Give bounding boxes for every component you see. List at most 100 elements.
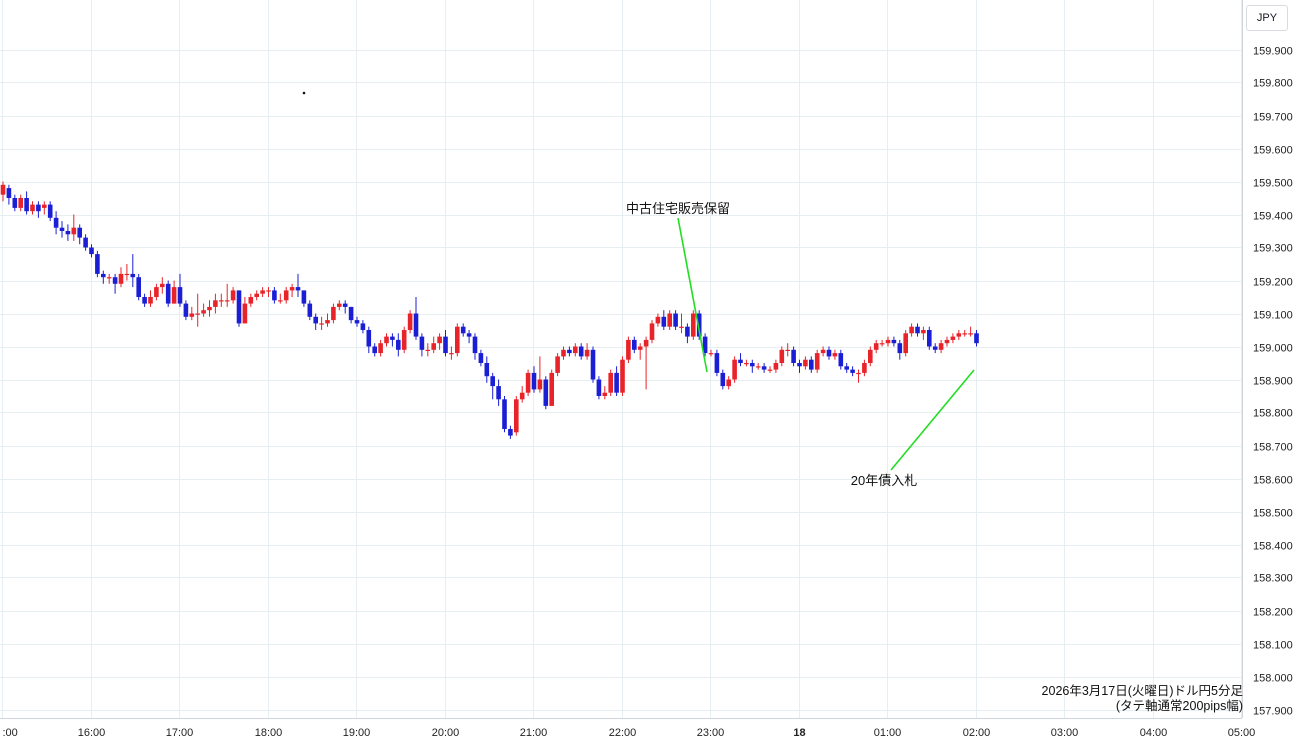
candle-body [974,333,979,344]
candle-body [236,290,242,324]
candle-body [927,330,932,347]
candle-body [620,359,625,393]
candle-body [289,287,295,291]
candle-body [578,346,584,357]
x-tick-label: 18 [793,727,805,739]
candle-body [685,326,690,337]
y-tick-label: 159.000 [1253,343,1293,355]
y-tick-label: 157.900 [1253,706,1293,718]
x-tick-label: 05:00 [1228,727,1256,739]
candle-body [968,333,973,335]
candle-body [337,303,342,307]
candle-body [177,287,183,304]
candle-body [856,372,861,375]
y-tick-label: 158.000 [1253,673,1293,685]
y-tick-label: 158.400 [1253,541,1293,553]
candle-body [207,306,212,311]
x-tick-label: 22:00 [609,727,637,739]
candle-body [354,320,360,324]
candle-body [496,386,501,400]
candle-body [455,326,460,354]
x-tick-label: 21:00 [520,727,548,739]
candle-body [18,198,23,208]
candle-body [785,349,790,351]
candle-body [325,320,330,324]
y-tick-label: 158.700 [1253,442,1293,454]
candle-body [71,227,77,235]
marker-dot [302,91,306,95]
candle-body [331,306,336,321]
candle-body [390,336,395,340]
candle-body [106,277,112,279]
currency-badge[interactable]: JPY [1246,5,1288,31]
candle-body [112,277,118,284]
candle-body [567,349,572,354]
y-tick-label: 158.800 [1253,408,1293,420]
candle-body [437,336,442,344]
candle-body [47,204,53,218]
candle-body [42,204,47,208]
candle-body [773,363,779,370]
caption-line-2: (タテ軸通常200pips幅) [1115,699,1243,713]
candle-body [378,343,383,354]
candle-body [384,336,389,344]
y-tick-label: 158.300 [1253,573,1293,585]
candle-body [431,343,436,350]
candle-body [909,326,914,334]
candle-body [484,363,490,377]
candle-body [555,356,560,373]
candle-body [602,392,608,396]
y-tick-label: 159.600 [1253,145,1293,157]
y-tick-label: 159.200 [1253,277,1293,289]
candle-body [820,349,826,354]
candle-body [596,379,602,396]
candle-body [396,339,401,350]
candle-body [278,300,283,302]
candle-body [561,349,566,357]
candle-body [514,399,519,433]
candle-body [136,277,141,297]
candle-body [797,363,802,367]
candle-body [272,290,277,301]
candle-body [726,379,731,387]
candle-body [466,333,472,337]
candle-body [219,300,224,302]
candle-body [407,313,413,330]
x-tick-label: 01:00 [874,727,902,739]
candle-body [508,429,513,436]
candle-body [101,273,106,278]
candle-body [584,349,590,357]
candle-body [301,290,307,304]
candle-body [702,336,708,354]
candle-body [744,363,749,365]
candle-body [732,359,737,380]
annotation-line-2 [890,369,975,471]
x-tick-label: 20:00 [432,727,460,739]
candle-body [850,369,855,373]
candle-body [956,333,962,337]
candle-body [502,399,507,429]
x-tick-label: 03:00 [1051,727,1079,739]
x-tick-label: 04:00 [1140,727,1168,739]
candle-body [413,313,419,337]
candle-body [124,273,130,276]
candle-body [189,313,195,317]
candle-body [77,227,82,238]
candle-body [673,313,678,327]
annotation-label-2: 20年債入札 [851,473,917,488]
candle-body [472,336,478,354]
x-tick-label: 19:00 [343,727,371,739]
candle-body [6,188,12,198]
candle-body [667,313,672,327]
candle-body [779,349,785,363]
annotation-line-1 [677,217,708,373]
candle-body [59,227,65,231]
candle-body [537,379,543,390]
candle-body [0,184,6,195]
candle-body [490,376,495,387]
candle-body [932,346,938,350]
candle-body [36,204,41,212]
candle-body [750,363,755,367]
x-tick-label: 16:00 [78,727,106,739]
